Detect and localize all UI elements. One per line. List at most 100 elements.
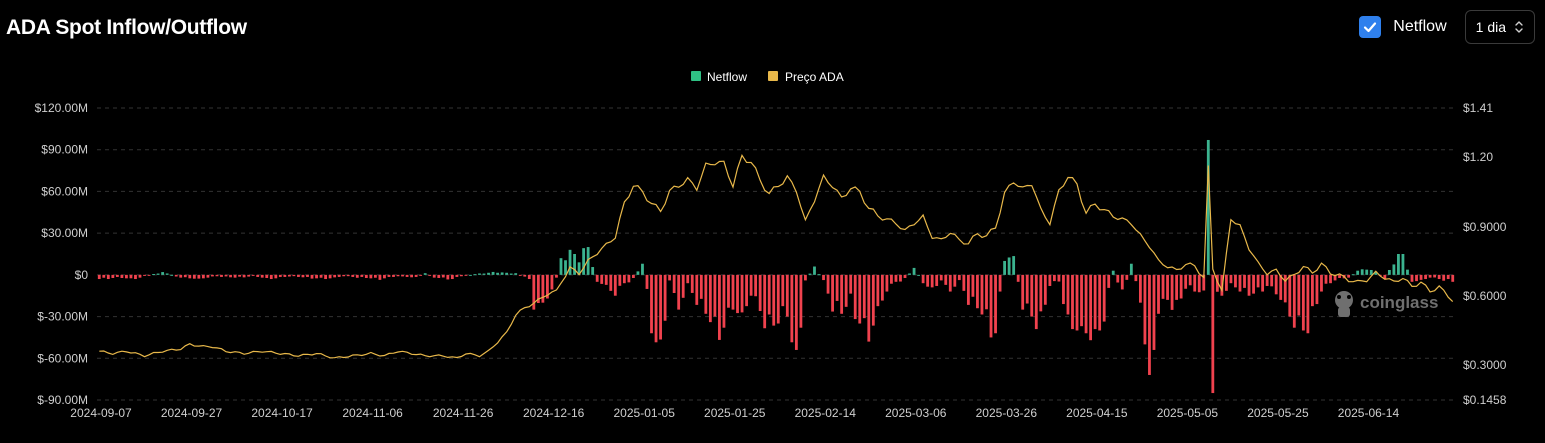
netflow-bar (1157, 274, 1160, 314)
netflow-bar (387, 274, 391, 277)
netflow-bar (1234, 274, 1237, 288)
netflow-bar (342, 274, 346, 277)
watermark-text: coinglass (1360, 293, 1438, 312)
netflow-bar (360, 274, 364, 277)
netflow-bar (392, 274, 395, 277)
legend-item-price[interactable]: Preço ADA (768, 70, 844, 84)
netflow-bar (505, 272, 509, 275)
interval-select[interactable]: 1 dia (1464, 10, 1535, 44)
netflow-bars (97, 139, 1455, 394)
netflow-bar (654, 274, 658, 343)
netflow-bar (301, 274, 305, 278)
netflow-bar (1048, 274, 1052, 286)
netflow-bar (1084, 274, 1088, 334)
netflow-bar (473, 274, 477, 276)
netflow-bar (835, 274, 839, 301)
netflow-bar (1229, 274, 1233, 284)
netflow-bar (1066, 274, 1070, 315)
netflow-bar (591, 267, 595, 275)
netflow-checkbox[interactable] (1359, 16, 1382, 38)
netflow-bar (369, 274, 373, 279)
netflow-bar (1012, 256, 1016, 275)
netflow-bar (672, 274, 676, 294)
netflow-bar (500, 272, 504, 275)
netflow-bar (1369, 269, 1373, 275)
netflow-bar (1442, 274, 1446, 281)
x-axis-tick-label: 2025-02-14 (795, 406, 857, 420)
netflow-bar (813, 266, 816, 275)
netflow-bar (595, 274, 599, 282)
price-line (99, 154, 1454, 359)
netflow-bar (414, 274, 418, 277)
netflow-bar (885, 274, 889, 292)
netflow-bar (1062, 274, 1065, 305)
netflow-bar (546, 274, 549, 299)
netflow-bar (980, 274, 984, 315)
netflow-bar (894, 274, 898, 282)
netflow-bar (1116, 274, 1120, 283)
netflow-bar (1306, 274, 1310, 334)
netflow-bar (306, 274, 309, 277)
netflow-bar (161, 272, 165, 275)
netflow-bar (622, 274, 626, 284)
netflow-bar (333, 274, 337, 278)
netflow-bar (1188, 274, 1192, 286)
netflow-bar (699, 274, 703, 299)
netflow-bar (1057, 274, 1061, 282)
netflow-bar (315, 274, 318, 279)
netflow-bar (1283, 274, 1287, 303)
netflow-bar (165, 273, 169, 275)
netflow-bar (740, 274, 744, 313)
netflow-bar (989, 274, 993, 338)
netflow-bar (559, 258, 563, 275)
legend-item-netflow[interactable]: Netflow (691, 70, 747, 84)
x-axis-tick-label: 2024-10-17 (251, 406, 313, 420)
netflow-bar (1324, 274, 1328, 284)
netflow-bar (686, 274, 690, 284)
netflow-bar (1206, 139, 1210, 275)
left-axis-tick-label: $90.00M (41, 143, 88, 157)
netflow-bar (1043, 274, 1047, 305)
netflow-bar (405, 274, 409, 277)
netflow-bar (1003, 260, 1006, 275)
netflow-bar (1347, 274, 1351, 278)
netflow-bar (1261, 274, 1265, 292)
netflow-bar (206, 274, 210, 278)
netflow-bar (1333, 274, 1337, 281)
netflow-bar (880, 274, 884, 301)
netflow-bar (147, 274, 151, 276)
netflow-toggle-label: Netflow (1393, 18, 1447, 35)
grid-lines (97, 107, 1455, 401)
netflow-bar (423, 273, 427, 275)
netflow-bar (383, 274, 386, 279)
legend-price-swatch (768, 71, 778, 81)
netflow-bar (373, 274, 377, 278)
netflow-bar (641, 263, 644, 275)
netflow-bar (197, 274, 201, 279)
netflow-bar (1419, 274, 1423, 280)
netflow-bar (1202, 274, 1206, 291)
netflow-bar (324, 274, 327, 280)
netflow-bar (97, 274, 101, 280)
netflow-bar (274, 274, 278, 279)
netflow-bar (826, 274, 830, 294)
x-axis-tick-label: 2025-04-15 (1066, 406, 1128, 420)
netflow-bar (817, 274, 821, 276)
netflow-bar (251, 274, 255, 276)
netflow-bar (1279, 274, 1283, 300)
netflow-bar (926, 274, 930, 287)
netflow-bar (555, 274, 558, 278)
netflow-bar (419, 274, 423, 276)
legend-price-label: Preço ADA (785, 70, 844, 84)
interval-select-value: 1 dia (1475, 19, 1506, 35)
netflow-bar (102, 274, 106, 278)
netflow-bar (532, 274, 536, 310)
netflow-bar (355, 274, 359, 278)
netflow-bar (944, 274, 948, 285)
netflow-bar (899, 274, 902, 282)
legend-netflow-swatch (691, 71, 701, 81)
x-axis-tick-label: 2024-09-07 (70, 406, 132, 420)
netflow-bar (1274, 274, 1278, 295)
netflow-bar (609, 274, 613, 291)
